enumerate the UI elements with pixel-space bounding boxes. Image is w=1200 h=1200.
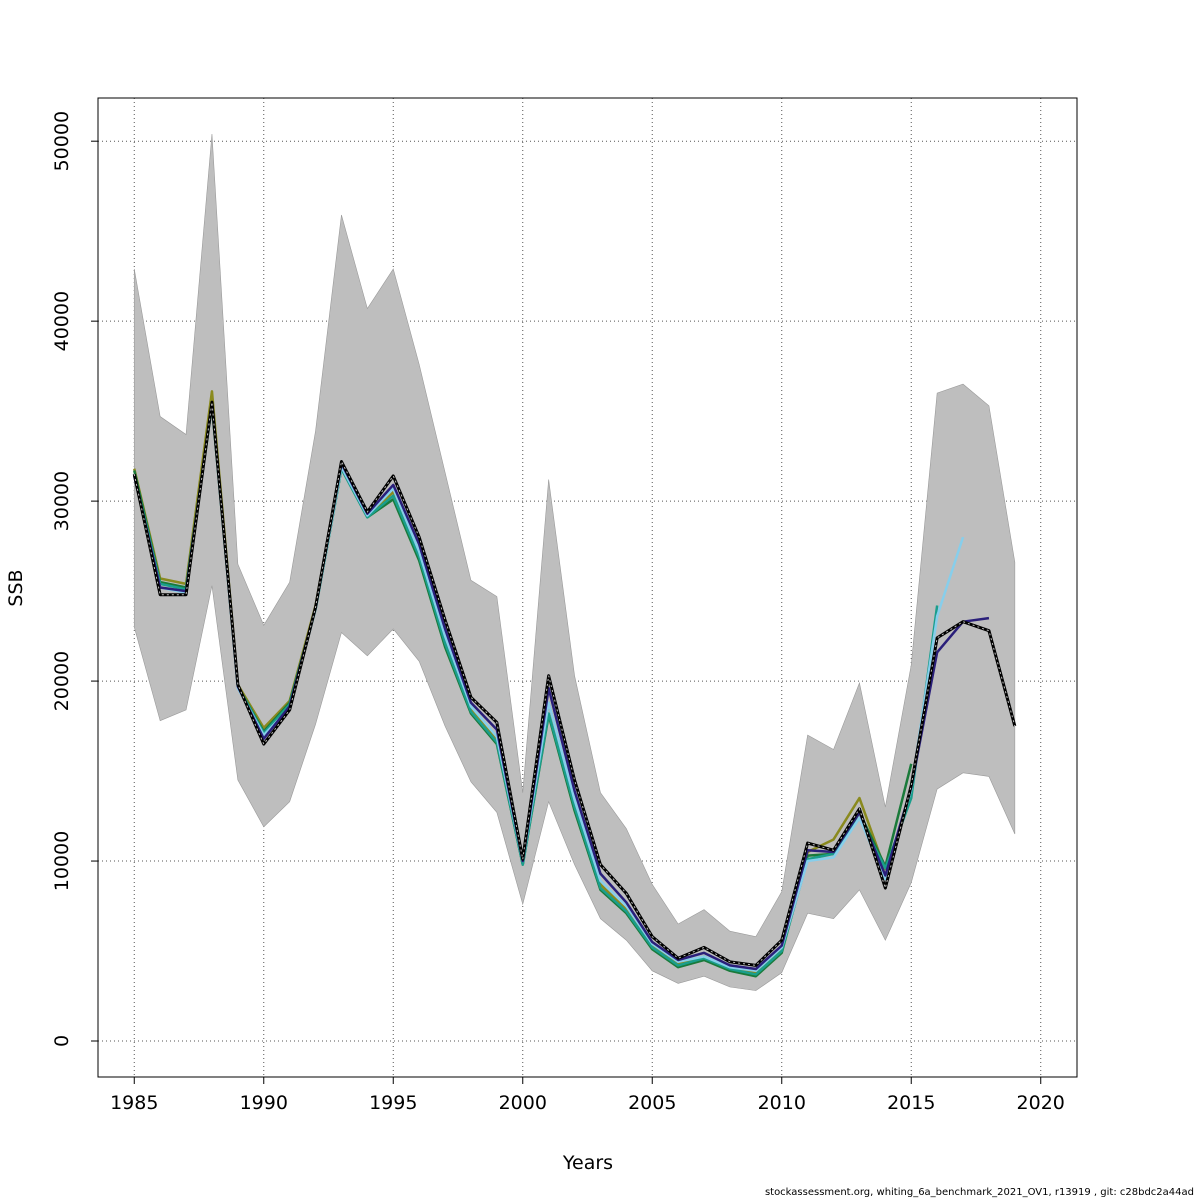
- confidence-band-layer: [133, 133, 1016, 991]
- x-tick-label: 2000: [499, 1092, 547, 1114]
- x-axis: 1985 1990 1995 2000 2005 2010 2015 2020: [110, 1077, 1065, 1114]
- x-tick-label: 1995: [369, 1092, 417, 1114]
- y-tick-label: 50000: [51, 111, 73, 171]
- x-tick-label: 2020: [1017, 1092, 1065, 1114]
- footer-text: stockassessment.org, whiting_6a_benchmar…: [764, 1187, 1194, 1198]
- plot-frame: [97, 97, 1078, 1078]
- y-tick-label: 40000: [51, 291, 73, 351]
- x-tick-label: 2015: [887, 1092, 935, 1114]
- y-tick-label: 0: [51, 1035, 73, 1047]
- x-tick-label: 2005: [628, 1092, 676, 1114]
- x-tick-label: 2010: [758, 1092, 806, 1114]
- series-layer: [132, 390, 1017, 978]
- y-tick-label: 20000: [51, 651, 73, 711]
- confidence-band: [133, 133, 1016, 991]
- y-axis-title: SSB: [5, 569, 27, 606]
- x-tick-label: 1990: [240, 1092, 288, 1114]
- series-line-0-dash: [133, 402, 1016, 966]
- y-axis: 0 10000 20000 30000 40000 50000: [51, 111, 98, 1047]
- y-tick-label: 30000: [51, 471, 73, 531]
- x-axis-title: Years: [562, 1152, 613, 1174]
- y-tick-label: 10000: [51, 831, 73, 891]
- x-tick-label: 1985: [110, 1092, 158, 1114]
